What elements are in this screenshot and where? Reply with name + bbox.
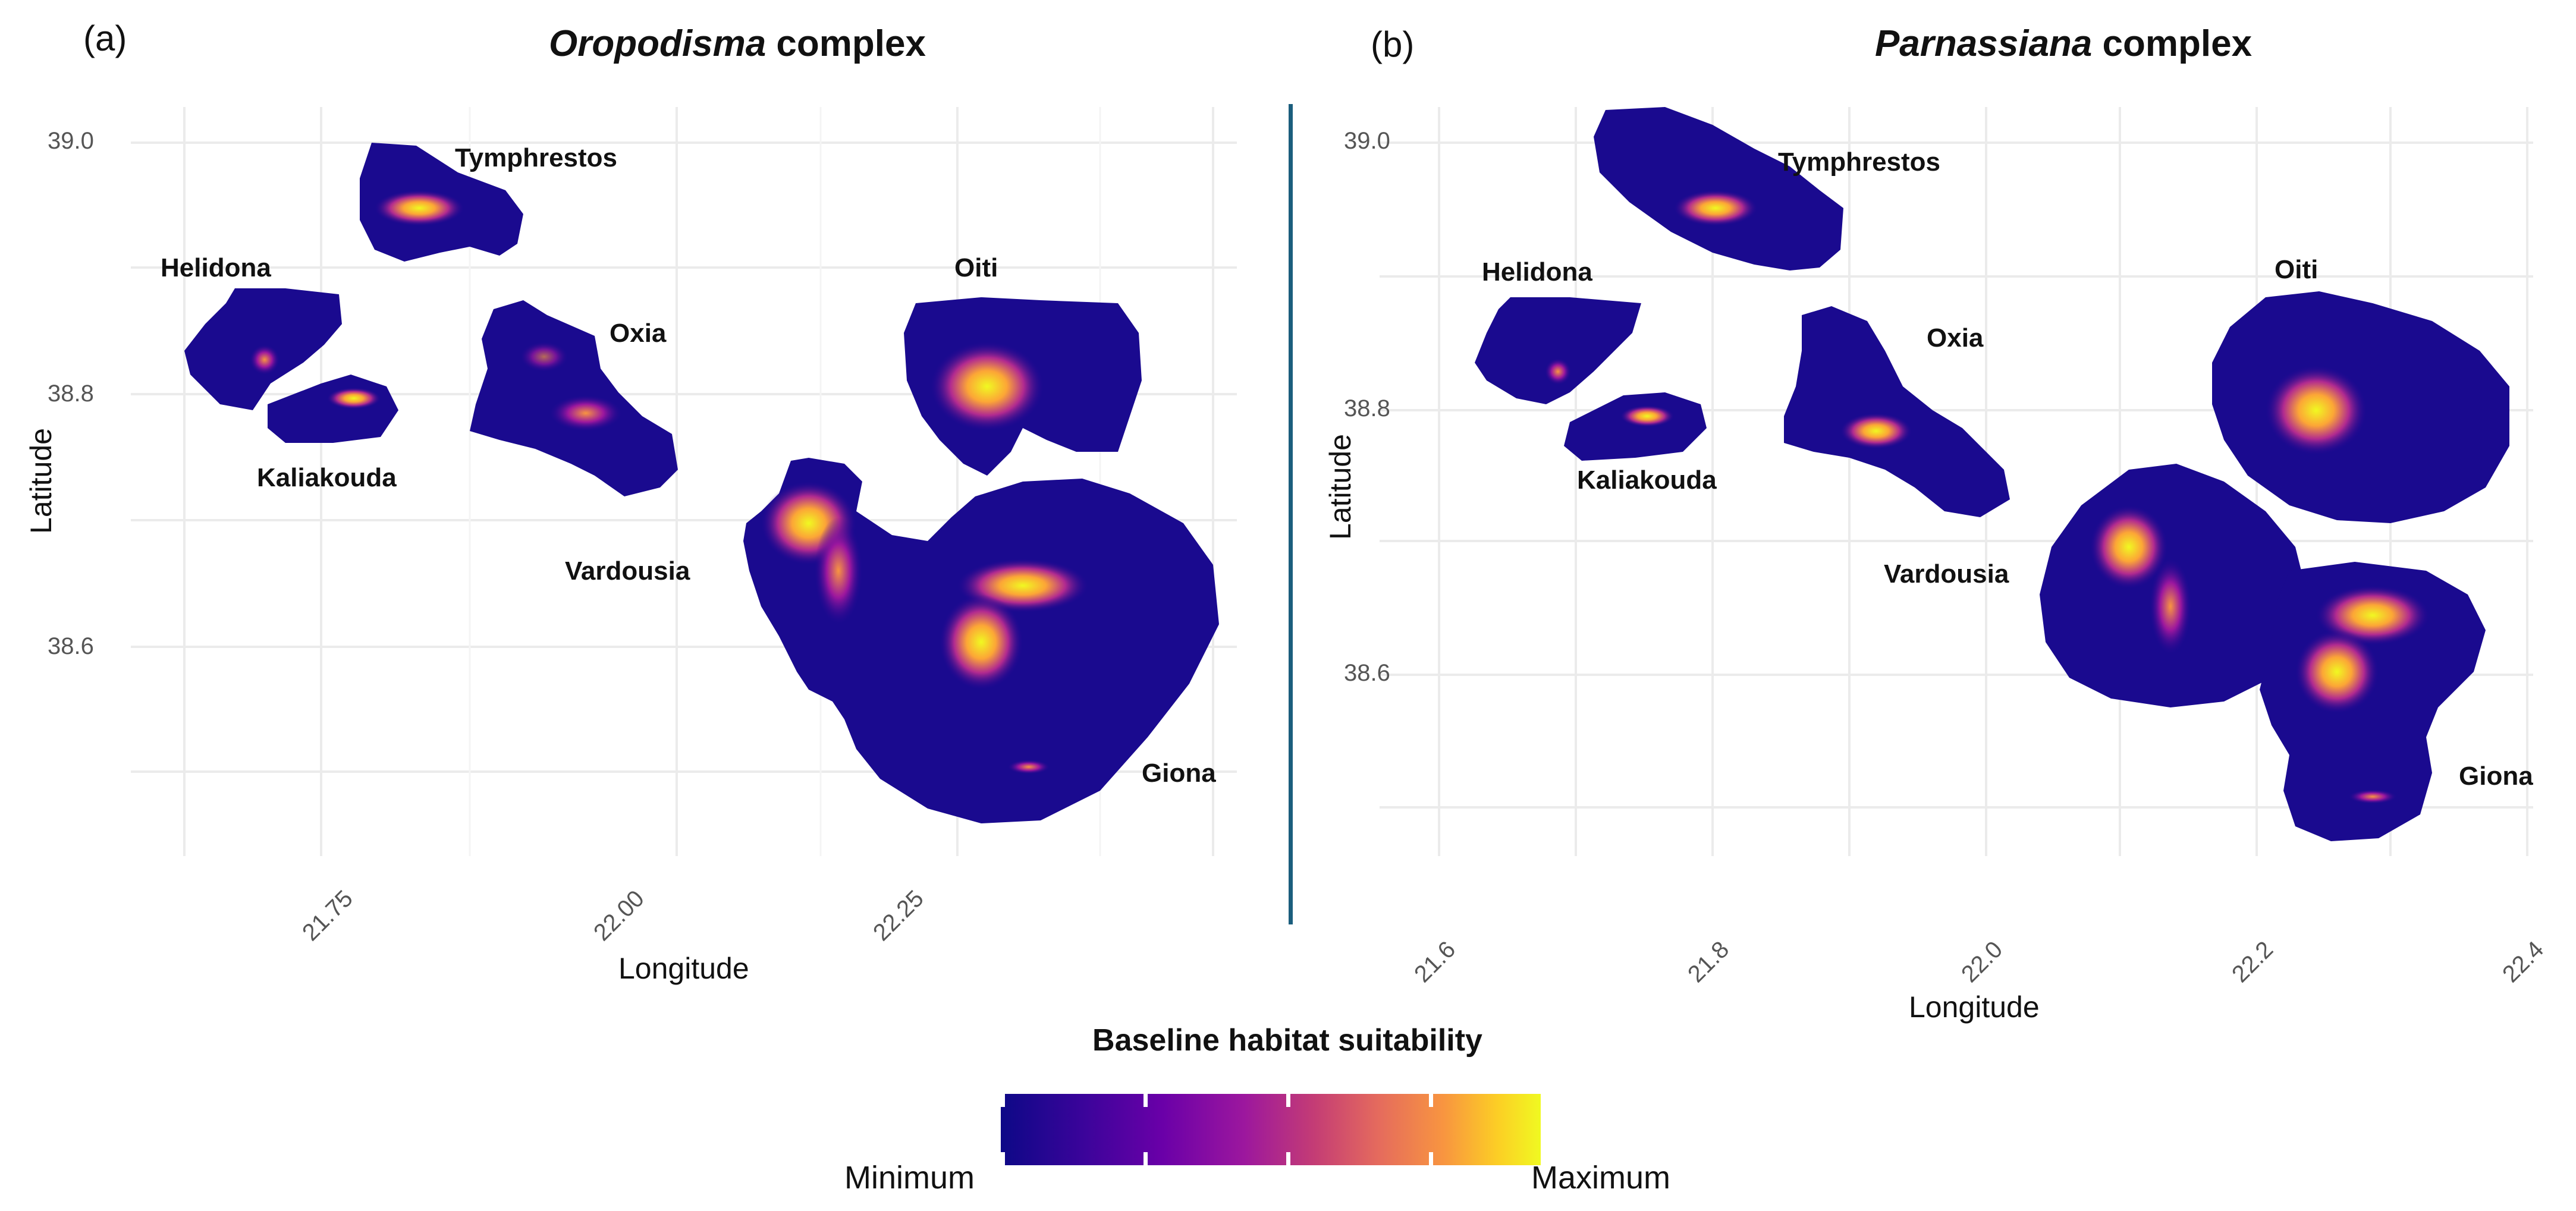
panel-a-region-vardousia-giona: [743, 458, 1219, 823]
legend-min-label: Minimum: [844, 1160, 975, 1196]
panel-b-ytick-388: 38.8: [1344, 395, 1390, 422]
panel-a-ytick-386: 38.6: [48, 633, 94, 659]
legend-tick: [1001, 1094, 1005, 1107]
label-b-giona: Giona: [2459, 762, 2533, 791]
legend-max-label: Maximum: [1531, 1160, 1671, 1196]
panel-b-region-oxia: [1784, 306, 2010, 517]
label-b-helidona: Helidona: [1482, 257, 1592, 287]
panel-b-region-giona: [2260, 562, 2486, 841]
panel-divider: [1289, 104, 1293, 924]
panel-b-title-genus: Parnassiana: [1874, 23, 2093, 64]
panel-a-region-tymphrestos: [360, 143, 523, 262]
panel-a-title: Oropodisma complex: [549, 23, 926, 65]
legend-title: Baseline habitat suitability: [1092, 1023, 1482, 1058]
legend-colorbar: [1001, 1094, 1541, 1165]
panel-b-ytick-39: 39.0: [1344, 128, 1390, 154]
panel-b-xlabel: Longitude: [1909, 990, 2040, 1024]
label-b-tymphrestos: Tymphrestos: [1778, 147, 1940, 177]
label-a-kaliakouda: Kaliakouda: [257, 463, 397, 492]
panel-b-title-rest: complex: [2092, 23, 2253, 64]
panel-b-region-helidona: [1475, 297, 1641, 404]
legend-tick: [1144, 1094, 1148, 1107]
panel-a-title-rest: complex: [766, 23, 926, 64]
label-a-oiti: Oiti: [954, 253, 998, 282]
legend-tick: [1286, 1152, 1290, 1165]
legend-tick: [1144, 1152, 1148, 1165]
panel-b-region-kaliakouda: [1564, 392, 1707, 461]
label-b-kaliakouda: Kaliakouda: [1577, 465, 1717, 495]
legend-tick: [1001, 1152, 1005, 1165]
panel-a-title-genus: Oropodisma: [549, 23, 766, 64]
panel-b-region-vardousia: [2040, 464, 2307, 707]
label-b-oiti: Oiti: [2275, 255, 2318, 284]
panel-a-region-kaliakouda: [268, 375, 398, 443]
panel-a-ytick-39: 39.0: [48, 128, 94, 154]
panel-a-ytick-388: 38.8: [48, 380, 94, 407]
label-b-vardousia: Vardousia: [1884, 559, 2009, 589]
panel-a-region-oxia: [470, 300, 678, 496]
legend-tick: [1429, 1094, 1433, 1107]
legend-tick: [1286, 1094, 1290, 1107]
panel-a-region-oiti: [904, 297, 1142, 476]
panel-b-title: Parnassiana complex: [1875, 23, 2252, 65]
panel-b-ytick-386: 38.6: [1344, 660, 1390, 686]
label-a-vardousia: Vardousia: [565, 556, 690, 586]
panel-b-ylabel: Latitude: [1323, 434, 1357, 540]
panel-a-letter: (a): [83, 18, 127, 58]
label-a-helidona: Helidona: [161, 253, 271, 282]
panel-a-xlabel: Longitude: [618, 952, 749, 985]
panel-b-letter: (b): [1371, 24, 1415, 64]
panel-b-region-oiti: [2212, 291, 2509, 523]
label-b-oxia: Oxia: [1927, 323, 1984, 353]
label-a-oxia: Oxia: [610, 319, 667, 348]
panel-a-ylabel: Latitude: [24, 428, 58, 534]
label-a-tymphrestos: Tymphrestos: [455, 143, 617, 172]
panel-b-region-tymphrestos: [1594, 107, 1843, 270]
panel-a-region-helidona: [184, 288, 342, 410]
legend-tick: [1429, 1152, 1433, 1165]
label-a-giona: Giona: [1142, 759, 1216, 788]
